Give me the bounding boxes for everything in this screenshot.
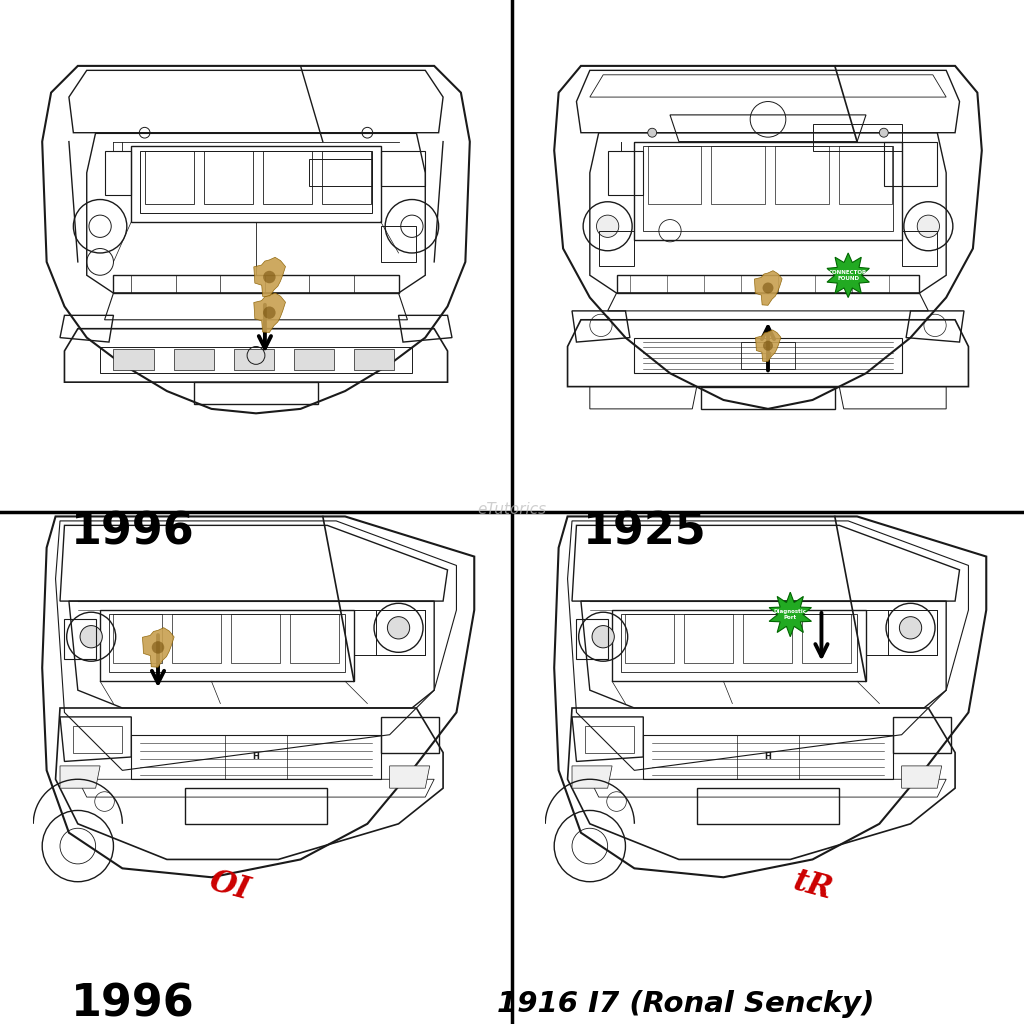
Text: 1916 I7 (Ronal Sencky): 1916 I7 (Ronal Sencky) <box>498 989 874 1018</box>
Polygon shape <box>755 270 782 305</box>
Polygon shape <box>294 349 334 370</box>
Text: 1996: 1996 <box>72 982 195 1024</box>
Polygon shape <box>60 766 100 788</box>
Polygon shape <box>901 766 942 788</box>
Circle shape <box>592 626 614 648</box>
Text: CONNECTOR
FOUND: CONNECTOR FOUND <box>829 270 867 281</box>
Polygon shape <box>114 349 154 370</box>
Circle shape <box>880 128 888 137</box>
Text: 1996: 1996 <box>72 511 195 554</box>
Polygon shape <box>254 257 286 297</box>
Polygon shape <box>389 766 430 788</box>
Circle shape <box>763 283 773 294</box>
Text: tR: tR <box>790 866 836 906</box>
Polygon shape <box>142 628 174 668</box>
Polygon shape <box>756 330 781 361</box>
Polygon shape <box>233 349 273 370</box>
Polygon shape <box>769 592 811 637</box>
Circle shape <box>263 270 275 284</box>
Text: 1925: 1925 <box>584 511 707 554</box>
Circle shape <box>387 616 410 639</box>
Circle shape <box>597 215 618 238</box>
Circle shape <box>80 626 102 648</box>
Circle shape <box>152 641 164 653</box>
Circle shape <box>648 128 656 137</box>
Polygon shape <box>254 293 286 333</box>
Text: H: H <box>765 352 771 358</box>
Text: H: H <box>765 753 771 762</box>
Circle shape <box>263 306 275 318</box>
Circle shape <box>918 215 939 238</box>
Polygon shape <box>572 766 612 788</box>
Circle shape <box>899 616 922 639</box>
Text: eTutorics: eTutorics <box>477 503 547 517</box>
Text: OI: OI <box>206 866 253 906</box>
Polygon shape <box>827 253 869 298</box>
Text: H: H <box>253 753 259 762</box>
Text: Diagnostic
Port: Diagnostic Port <box>774 609 807 620</box>
Polygon shape <box>174 349 214 370</box>
Polygon shape <box>354 349 394 370</box>
Circle shape <box>763 341 773 350</box>
